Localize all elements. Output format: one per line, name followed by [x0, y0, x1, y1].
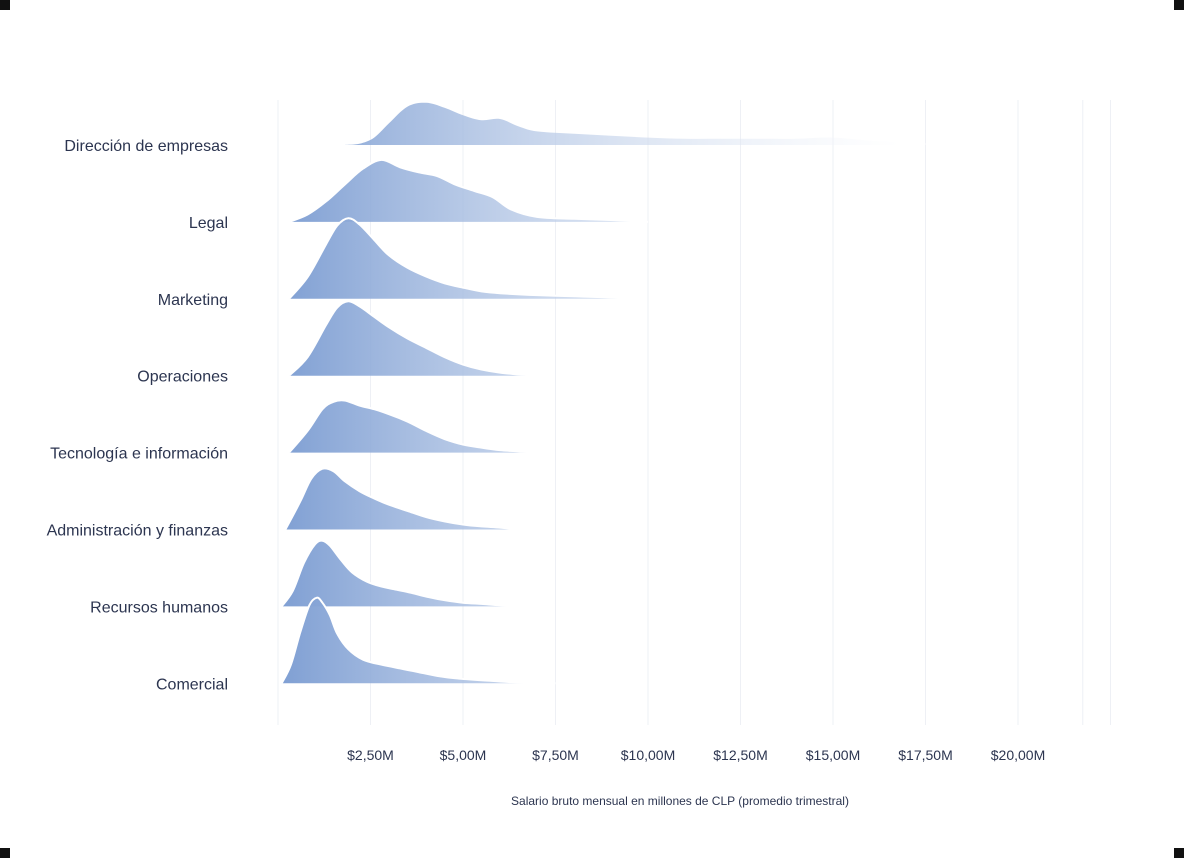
category-label: Recursos humanos	[90, 599, 228, 616]
ridge-area	[289, 218, 630, 299]
ridge-area	[285, 468, 519, 530]
ridge-area	[289, 400, 537, 453]
ridges	[280, 102, 963, 685]
ridge-tecnolog-a-e-informaci-n	[288, 399, 538, 454]
ridge-operaciones	[288, 300, 538, 377]
grid-lines	[277, 100, 1111, 725]
category-label: Comercial	[156, 676, 228, 693]
x-tick-label: $10,00M	[621, 747, 675, 763]
x-tick-label: $7,50M	[532, 747, 579, 763]
category-label: Legal	[189, 215, 228, 232]
category-label: Administración y finanzas	[47, 523, 228, 540]
ridge-recursos-humanos	[280, 539, 538, 608]
ridge-area	[289, 301, 537, 376]
ridge-marketing	[288, 217, 630, 300]
ridge-outline	[288, 399, 538, 454]
x-tick-label: $2,50M	[347, 747, 394, 763]
x-tick-label: $20,00M	[991, 747, 1045, 763]
ridge-outline	[280, 539, 538, 608]
ridge-outline	[288, 158, 649, 223]
x-axis-title: Salario bruto mensual en millones de CLP…	[511, 794, 849, 808]
ridge-comercial	[280, 596, 556, 685]
ridge-outline	[288, 300, 538, 377]
corner-mark	[0, 848, 10, 858]
x-tick-label: $5,00M	[440, 747, 487, 763]
corner-mark	[1174, 848, 1184, 858]
ridge-direcci-n-de-empresas	[344, 102, 963, 145]
ridge-administraci-n-y-finanzas	[284, 467, 519, 531]
category-labels: Dirección de empresas Legal Marketing Opera…	[47, 138, 228, 693]
ridge-area	[281, 597, 556, 684]
ridge-outline	[280, 596, 556, 685]
ridge-legal	[288, 158, 649, 223]
ridge-area	[344, 102, 963, 145]
category-label: Tecnología e información	[50, 446, 228, 463]
x-tick-label: $15,00M	[806, 747, 860, 763]
category-label: Dirección de empresas	[64, 138, 228, 155]
ridge-outline	[284, 467, 519, 531]
corner-mark	[0, 0, 10, 10]
ridge-area	[289, 159, 648, 222]
category-label: Marketing	[158, 292, 228, 309]
ridge-outline	[288, 217, 630, 300]
x-tick-label: $17,50M	[898, 747, 952, 763]
x-axis-ticks: $2,50M $5,00M $7,50M $10,00M $12,50M $15,00M $…	[347, 747, 1045, 763]
category-label: Operaciones	[137, 369, 228, 386]
corner-mark	[1174, 0, 1184, 10]
ridge-area	[281, 540, 537, 607]
x-tick-label: $12,50M	[713, 747, 767, 763]
